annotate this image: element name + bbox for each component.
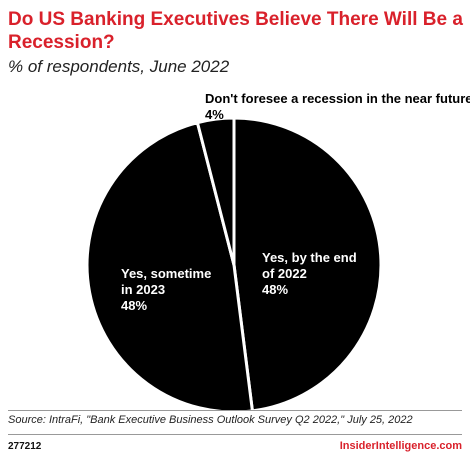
footer-divider-top: [8, 410, 462, 411]
leader-line: [211, 123, 219, 137]
slice-label-3: Don't foresee a recession in the near fu…: [205, 91, 470, 106]
brand-link[interactable]: InsiderIntelligence.com: [339, 440, 462, 452]
chart-subtitle: % of respondents, June 2022: [8, 57, 230, 76]
slice-value-2: 48%: [121, 298, 147, 313]
slice-label-1: Yes, by the end of 2022: [262, 250, 357, 281]
pie-slice-3: [195, 116, 236, 267]
slice-value-3: 4%: [205, 107, 224, 122]
slice-label-2: Yes, sometime in 2023: [121, 266, 211, 297]
chart-id: 277212: [8, 441, 42, 452]
pie-slice-2: [85, 121, 254, 410]
slice-value-1: 48%: [262, 282, 288, 297]
footer-divider-bottom: [8, 434, 462, 435]
pie-slice-1: [232, 116, 383, 410]
chart-title: Do US Banking Executives Believe There W…: [8, 9, 463, 53]
source-note: Source: IntraFi, "Bank Executive Busines…: [8, 414, 413, 426]
